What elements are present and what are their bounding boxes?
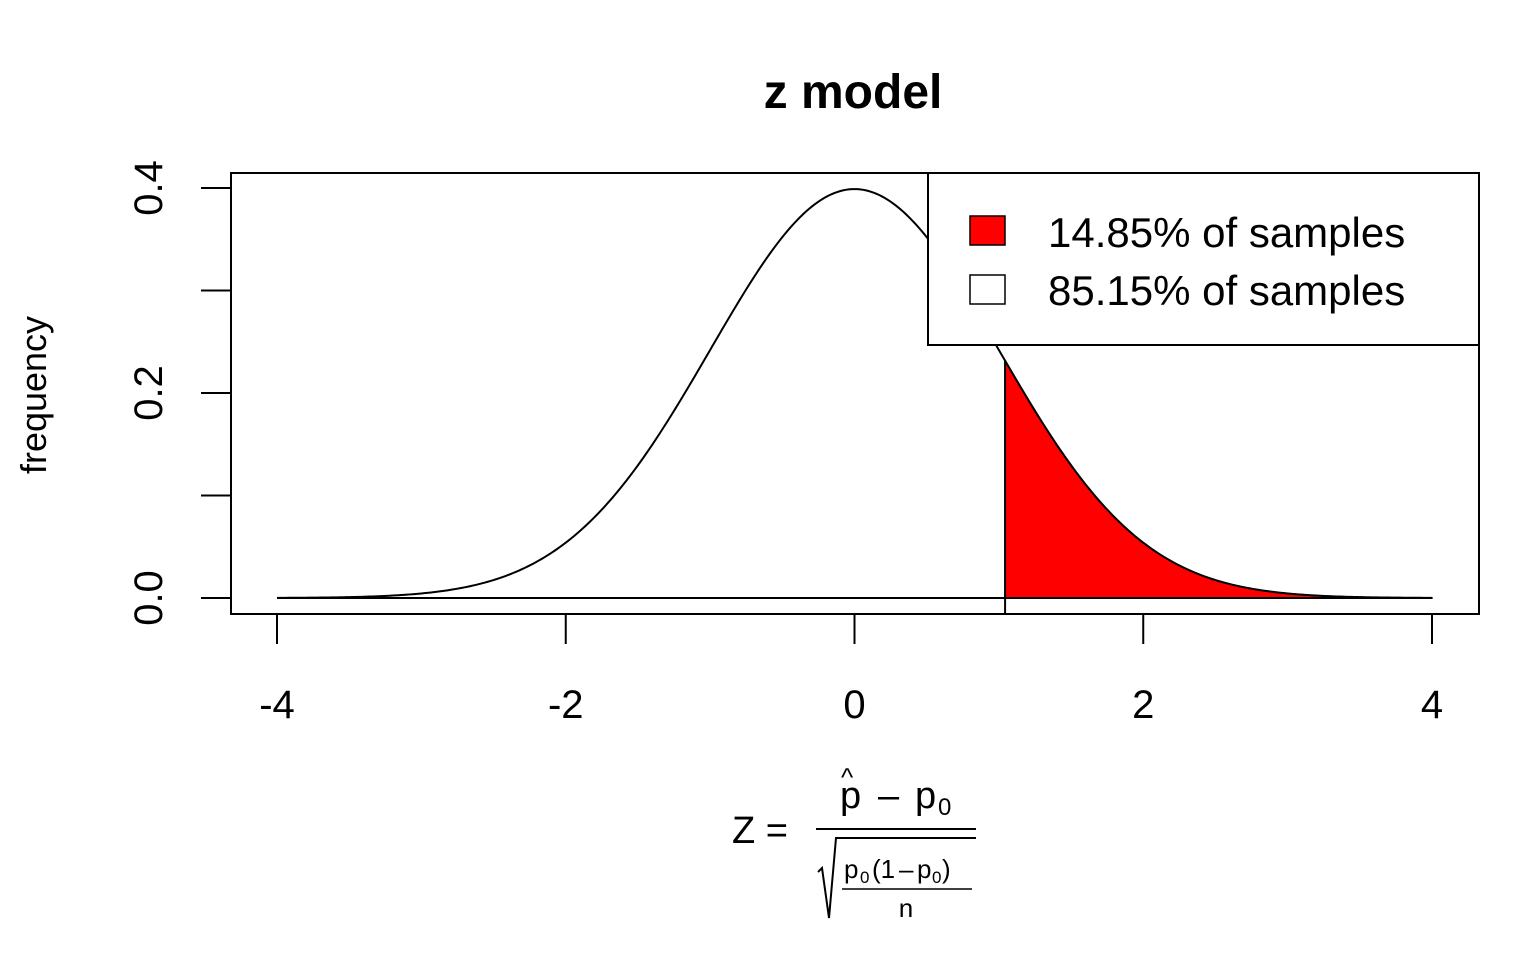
x-axis: -4 -2 0 2 4 — [259, 613, 1443, 727]
formula-den-sub2: 0 — [932, 868, 941, 887]
x-tick-label: -4 — [259, 683, 295, 727]
formula-den-p2: p — [917, 854, 931, 884]
x-tick-label: -2 — [548, 683, 584, 727]
legend: 14.85% of samples 85.15% of samples — [927, 172, 1480, 346]
legend-label-shaded: 14.85% of samples — [1048, 209, 1405, 256]
formula-num-phat: p — [840, 775, 861, 817]
legend-label-unshaded: 85.15% of samples — [1048, 267, 1405, 314]
y-tick-label: 0.0 — [127, 570, 171, 626]
formula-den-open: (1 — [872, 854, 895, 884]
y-tick-label: 0.2 — [127, 365, 171, 421]
density-curve — [276, 188, 1433, 599]
formula-num-minus: – — [878, 775, 900, 817]
formula-den-close: ) — [942, 854, 951, 884]
formula-lhs: Z = — [732, 810, 788, 852]
sqrt-icon — [817, 837, 976, 919]
formula-den-sub1: 0 — [860, 868, 869, 887]
formula-den-p1: p — [844, 854, 858, 884]
chart-title: z model — [764, 66, 943, 119]
formula-hat: ^ — [841, 762, 854, 792]
x-tick-label: 0 — [843, 683, 865, 727]
formula-num-sub: 0 — [938, 794, 951, 821]
x-tick-label: 4 — [1421, 683, 1443, 727]
formula-den-n: n — [899, 893, 913, 923]
legend-swatch-shaded — [969, 215, 1006, 246]
x-tick-label: 2 — [1132, 683, 1154, 727]
y-axis-title: frequency — [13, 316, 54, 474]
y-tick-label: 0.4 — [127, 160, 171, 216]
formula-den-minus: – — [899, 854, 914, 884]
x-axis-title-formula: Z = ^ p – p 0 p 0 (1 – p 0 ) n — [732, 762, 976, 923]
legend-box — [927, 172, 1480, 346]
shaded-tail-area — [1004, 357, 1433, 599]
formula-num-p: p — [915, 775, 936, 817]
y-axis: 0.0 0.2 0.4 — [127, 160, 232, 626]
legend-swatch-unshaded — [969, 274, 1006, 305]
